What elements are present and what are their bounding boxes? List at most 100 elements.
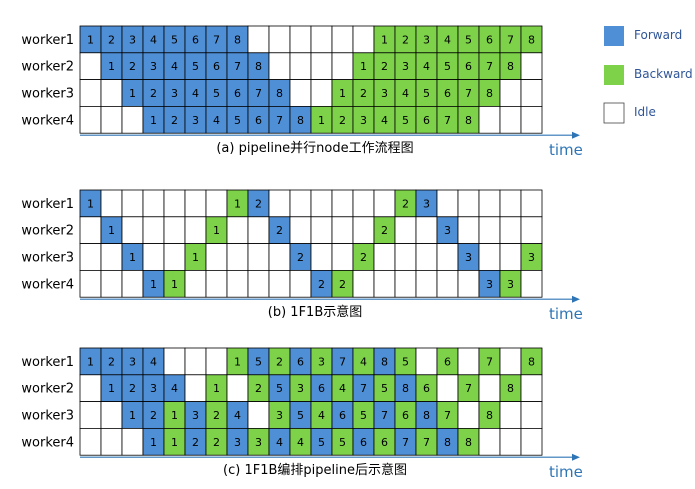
idle-cell [184, 216, 207, 245]
idle-cell [310, 25, 333, 54]
idle-cell [415, 347, 438, 376]
microbatch-number: 3 [297, 382, 304, 395]
idle-cell [520, 106, 543, 134]
idle-cell [520, 269, 543, 298]
idle-cell [79, 106, 102, 134]
microbatch-number: 3 [444, 224, 451, 237]
microbatch-number: 3 [150, 382, 157, 395]
idle-cell [394, 243, 417, 271]
idle-cell [310, 189, 333, 218]
microbatch-number: 3 [486, 278, 493, 291]
microbatch-number: 1 [87, 33, 94, 46]
idle-cell [226, 243, 249, 271]
microbatch-number: 8 [234, 33, 241, 46]
microbatch-number: 1 [87, 197, 94, 210]
panel-c: worker1 1 2 3 4 1 5 2 6 3 7 4 8 5 6 7 8 worker2 1 2 3 4 1 2 5 3 6 4… [21, 347, 583, 481]
microbatch-number: 2 [360, 251, 367, 264]
idle-cell [289, 25, 312, 54]
idle-cell [268, 25, 291, 54]
idle-cell [289, 189, 312, 218]
worker-label: worker4 [21, 113, 74, 128]
microbatch-number: 3 [192, 114, 199, 127]
microbatch-number: 3 [360, 114, 367, 127]
microbatch-number: 3 [318, 355, 325, 368]
microbatch-number: 4 [297, 436, 304, 449]
microbatch-number: 3 [381, 87, 388, 100]
idle-cell [331, 25, 354, 54]
worker-label: worker3 [21, 251, 74, 266]
idle-cell [268, 189, 291, 218]
microbatch-number: 4 [276, 436, 283, 449]
worker-label: worker3 [21, 87, 74, 102]
microbatch-number: 4 [192, 87, 199, 100]
microbatch-number: 8 [255, 60, 262, 73]
microbatch-number: 8 [528, 355, 535, 368]
idle-cell [121, 269, 144, 298]
idle-cell [184, 269, 207, 298]
worker-label: worker2 [21, 60, 74, 75]
microbatch-number: 4 [171, 382, 178, 395]
microbatch-number: 3 [129, 33, 136, 46]
microbatch-number: 6 [360, 436, 367, 449]
idle-cell [184, 347, 207, 376]
microbatch-number: 5 [318, 436, 325, 449]
microbatch-number: 7 [444, 409, 451, 422]
microbatch-number: 2 [255, 197, 262, 210]
worker-row: worker2 1 1 2 2 3 [21, 216, 543, 245]
microbatch-number: 7 [402, 436, 409, 449]
microbatch-number: 2 [213, 436, 220, 449]
idle-cell [478, 216, 501, 245]
microbatch-number: 4 [213, 114, 220, 127]
microbatch-number: 7 [234, 60, 241, 73]
idle-cell [352, 216, 375, 245]
microbatch-number: 5 [213, 87, 220, 100]
microbatch-number: 6 [423, 382, 430, 395]
idle-cell [478, 427, 501, 456]
idle-cell [79, 401, 102, 429]
microbatch-number: 1 [318, 114, 325, 127]
microbatch-number: 1 [129, 409, 136, 422]
microbatch-number: 1 [129, 87, 136, 100]
microbatch-number: 1 [150, 278, 157, 291]
microbatch-number: 1 [360, 60, 367, 73]
microbatch-number: 7 [486, 355, 493, 368]
idle-cell [310, 52, 333, 80]
microbatch-number: 4 [402, 87, 409, 100]
microbatch-number: 5 [381, 382, 388, 395]
microbatch-number: 8 [297, 114, 304, 127]
microbatch-number: 3 [423, 197, 430, 210]
idle-cell [121, 106, 144, 134]
idle-cell [457, 347, 480, 376]
idle-cell [373, 189, 396, 218]
worker-label: worker2 [21, 224, 74, 239]
time-axis-label: time [549, 463, 583, 481]
microbatch-number: 1 [213, 224, 220, 237]
idle-cell [79, 243, 102, 271]
idle-cell [436, 189, 459, 218]
worker-label: worker4 [21, 277, 74, 292]
legend-item: Forward [604, 26, 682, 46]
microbatch-number: 2 [171, 114, 178, 127]
microbatch-number: 6 [465, 60, 472, 73]
legend: Forward Backward Idle [603, 26, 693, 124]
idle-cell [247, 243, 270, 271]
idle-cell [499, 79, 522, 107]
idle-cell [79, 269, 102, 298]
microbatch-number: 1 [171, 409, 178, 422]
idle-cell [121, 189, 144, 218]
idle-cell [289, 269, 312, 298]
idle-cell [79, 216, 102, 245]
idle-cell [100, 106, 123, 134]
idle-cell [310, 216, 333, 245]
microbatch-number: 7 [444, 114, 451, 127]
idle-cell [100, 189, 123, 218]
idle-cell [331, 216, 354, 245]
microbatch-number: 7 [276, 114, 283, 127]
legend-label: Backward [634, 67, 693, 81]
microbatch-number: 3 [171, 87, 178, 100]
microbatch-number: 8 [402, 382, 409, 395]
microbatch-number: 2 [150, 87, 157, 100]
legend-swatch [603, 102, 625, 124]
microbatch-number: 2 [129, 60, 136, 73]
microbatch-number: 2 [129, 382, 136, 395]
